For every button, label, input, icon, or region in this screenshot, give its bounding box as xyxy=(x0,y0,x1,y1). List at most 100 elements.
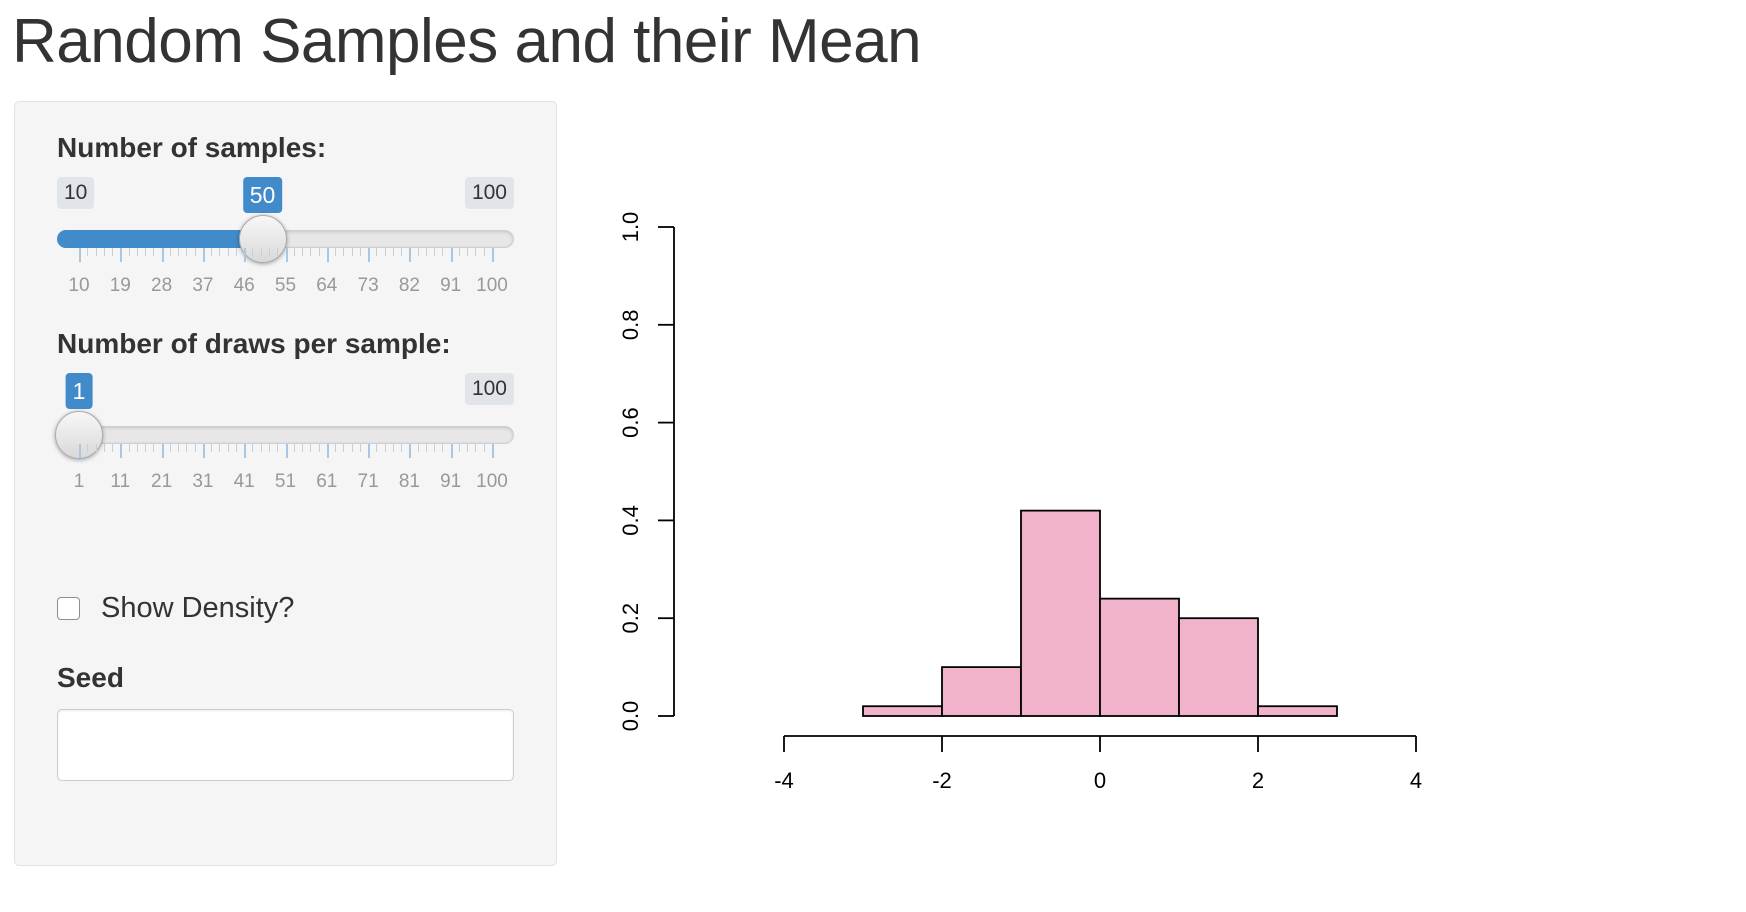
slider-minor-tick xyxy=(136,248,138,256)
slider-major-tick xyxy=(492,248,494,262)
slider-minor-tick xyxy=(351,248,353,256)
slider-minor-tick xyxy=(310,248,312,256)
slider-minor-tick xyxy=(145,444,147,452)
y-tick-label: 0.0 xyxy=(620,701,643,732)
slider-minor-tick xyxy=(128,444,130,452)
slider-minor-tick xyxy=(178,248,180,256)
density-checkbox-label[interactable]: Show Density? xyxy=(101,591,295,624)
samples-slider-label: Number of samples: xyxy=(57,132,327,163)
slider-minor-tick xyxy=(376,444,378,452)
slider-major-tick xyxy=(120,444,123,458)
slider-minor-tick xyxy=(277,444,279,452)
slider-minor-tick xyxy=(194,248,196,256)
samples-slider-handle[interactable] xyxy=(238,215,287,263)
slider-minor-tick xyxy=(384,444,386,452)
slider-minor-tick xyxy=(293,444,295,452)
slider-major-tick xyxy=(326,444,329,458)
page-title: Random Samples and their Mean xyxy=(12,7,922,76)
slider-major-tick xyxy=(202,248,205,262)
density-checkbox[interactable] xyxy=(57,596,80,620)
slider-tick-label: 41 xyxy=(233,471,255,492)
histogram-bar xyxy=(862,705,943,717)
slider-minor-tick xyxy=(95,444,97,452)
slider-minor-tick xyxy=(401,444,403,452)
slider-minor-tick xyxy=(293,248,295,256)
slider-tick-label: 91 xyxy=(440,275,462,296)
slider-major-tick xyxy=(450,248,453,262)
histogram-bar xyxy=(1099,597,1180,717)
slider-tick-label: 64 xyxy=(316,275,338,296)
draws-slider-value: 1 xyxy=(65,373,93,409)
x-tick-label: -2 xyxy=(932,768,952,793)
slider-tick-label: 46 xyxy=(233,275,255,296)
draws-slider[interactable]: 100 1 1 11 21 31 41 51 61 71 81 91 100 xyxy=(55,373,514,493)
slider-major-tick xyxy=(120,248,123,262)
y-tick-label: 0.8 xyxy=(620,310,643,341)
slider-minor-tick xyxy=(401,248,403,256)
slider-tick-label: 71 xyxy=(357,471,379,492)
samples-slider[interactable]: 10 100 50 10 19 28 37 46 55 64 73 82 91 100 xyxy=(57,177,514,297)
slider-minor-tick xyxy=(318,444,320,452)
slider-minor-tick xyxy=(417,248,419,256)
seed-label: Seed xyxy=(57,662,124,693)
seed-input[interactable] xyxy=(57,709,514,781)
slider-minor-tick xyxy=(442,444,444,452)
slider-major-tick xyxy=(79,248,81,262)
slider-tick-label: 91 xyxy=(440,471,462,492)
slider-minor-tick xyxy=(235,444,237,452)
sidebar-panel: Number of samples: 10 100 50 10 19 28 37 46 5… xyxy=(14,101,557,866)
draws-slider-track[interactable] xyxy=(57,426,514,444)
slider-minor-tick xyxy=(458,248,460,256)
slider-minor-tick xyxy=(227,248,229,256)
slider-minor-tick xyxy=(351,444,353,452)
slider-minor-tick xyxy=(483,444,485,452)
slider-minor-tick xyxy=(384,248,386,256)
slider-minor-tick xyxy=(211,248,213,256)
slider-minor-tick xyxy=(178,444,180,452)
slider-minor-tick xyxy=(467,444,469,452)
slider-tick-label: 82 xyxy=(398,275,420,296)
slider-minor-tick xyxy=(417,444,419,452)
slider-minor-tick xyxy=(318,248,320,256)
y-tick-label: 1.0 xyxy=(620,212,643,243)
samples-slider-fill xyxy=(57,230,263,248)
slider-tick-label: 61 xyxy=(316,471,338,492)
slider-minor-tick xyxy=(310,444,312,452)
slider-minor-tick xyxy=(475,444,477,452)
slider-minor-tick xyxy=(376,248,378,256)
slider-minor-tick xyxy=(302,444,304,452)
slider-major-tick xyxy=(161,444,164,458)
x-tick-label: 0 xyxy=(1094,768,1106,793)
draws-slider-ticks xyxy=(57,444,514,464)
slider-minor-tick xyxy=(227,444,229,452)
slider-minor-tick xyxy=(87,444,89,452)
slider-minor-tick xyxy=(458,444,460,452)
slider-tick-label: 51 xyxy=(274,471,297,492)
slider-minor-tick xyxy=(153,248,155,256)
samples-slider-max: 100 xyxy=(464,177,514,209)
slider-tick-label: 37 xyxy=(192,275,214,296)
slider-minor-tick xyxy=(442,248,444,256)
slider-minor-tick xyxy=(268,248,270,256)
slider-minor-tick xyxy=(103,444,105,452)
density-checkbox-row[interactable]: Show Density? xyxy=(57,588,294,628)
slider-minor-tick xyxy=(483,248,485,256)
slider-minor-tick xyxy=(335,444,337,452)
slider-minor-tick xyxy=(392,444,394,452)
slider-minor-tick xyxy=(268,444,270,452)
slider-minor-tick xyxy=(467,248,469,256)
histogram-plot: 0.0 0.2 0.4 0.6 0.8 1.0 -4 -2 0 2 4 xyxy=(620,212,1422,793)
samples-slider-min: 10 xyxy=(57,177,95,209)
slider-tick-label: 19 xyxy=(109,275,131,296)
slider-minor-tick xyxy=(219,444,221,452)
slider-minor-tick xyxy=(103,248,105,256)
slider-minor-tick xyxy=(128,248,130,256)
samples-slider-ticks xyxy=(57,248,514,268)
slider-minor-tick xyxy=(112,248,114,256)
slider-major-tick xyxy=(285,248,288,262)
slider-tick-label: 28 xyxy=(151,275,173,296)
y-tick-label: 0.4 xyxy=(620,505,643,536)
slider-minor-tick xyxy=(153,444,155,452)
slider-minor-tick xyxy=(186,444,188,452)
slider-minor-tick xyxy=(136,444,138,452)
